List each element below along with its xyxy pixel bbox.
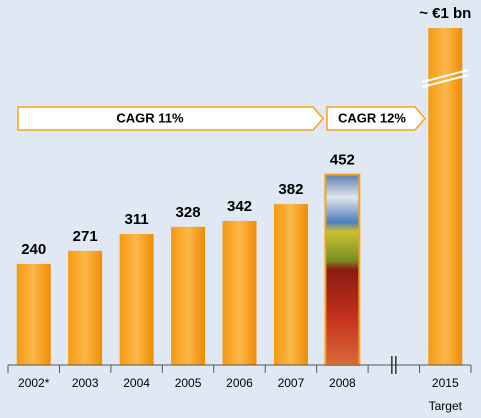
annotation: CAGR 12% bbox=[338, 110, 406, 125]
x-tick-label: 2003 bbox=[72, 376, 99, 390]
x-tick-sublabel: Target bbox=[429, 399, 463, 413]
x-tick-label: 2015 bbox=[432, 376, 459, 390]
chart: CAGR 11% CAGR 12% 2002* 240 2003 271 2004 311… bbox=[0, 0, 481, 418]
x-tick-label: 2004 bbox=[123, 376, 150, 390]
annotation: CAGR 11% bbox=[116, 110, 184, 125]
x-tick-label: 2006 bbox=[226, 376, 253, 390]
value-label: 382 bbox=[278, 181, 303, 198]
bar bbox=[428, 0, 462, 365]
value-label: 271 bbox=[73, 228, 98, 245]
value-label: 328 bbox=[176, 204, 201, 221]
value-label: 452 bbox=[330, 152, 355, 169]
bar bbox=[171, 227, 205, 365]
bar bbox=[68, 251, 102, 365]
bar bbox=[274, 204, 308, 365]
bar bbox=[325, 175, 359, 365]
value-label: 342 bbox=[227, 198, 252, 215]
x-tick-label: 2005 bbox=[175, 376, 202, 390]
bar bbox=[120, 234, 154, 365]
x-tick-label: 2002* bbox=[18, 376, 50, 390]
bar bbox=[17, 264, 51, 365]
value-label: ~ €1 bn bbox=[419, 5, 471, 22]
value-label: 240 bbox=[21, 241, 46, 258]
x-tick-label: 2008 bbox=[329, 376, 356, 390]
x-tick-label: 2007 bbox=[278, 376, 305, 390]
value-label: 311 bbox=[125, 211, 149, 228]
bar bbox=[223, 221, 257, 365]
